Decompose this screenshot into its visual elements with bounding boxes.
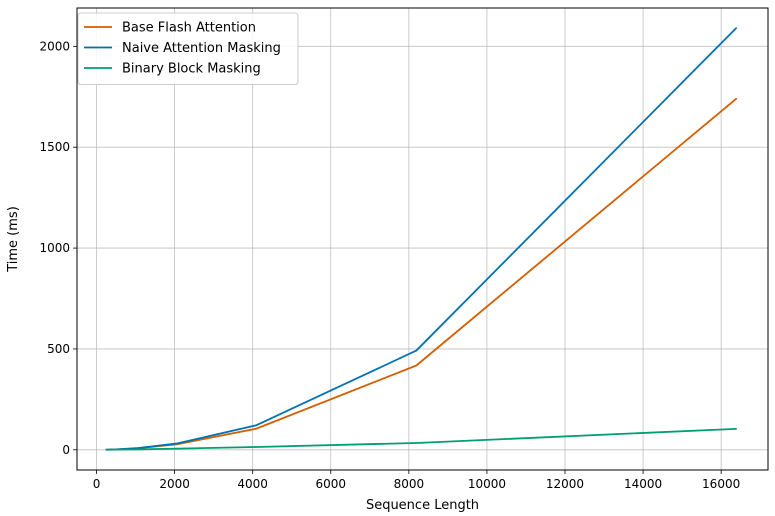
x-tick-label: 0 [93, 477, 101, 491]
y-tick-label: 0 [62, 443, 70, 457]
legend-label: Base Flash Attention [122, 21, 256, 36]
y-tick-label: 1500 [39, 140, 70, 154]
x-tick-label: 8000 [394, 477, 425, 491]
x-tick-label: 16000 [702, 477, 740, 491]
series-line-1 [105, 97, 738, 451]
axis-ticks: 0 2000 4000 6000 8000 10000 12000 14000 16000 0 50… [39, 39, 740, 491]
legend-label: Binary Block Masking [122, 62, 261, 77]
x-tick-label: 6000 [315, 477, 346, 491]
series-lines [105, 27, 738, 451]
y-axis-label: Time (ms) [6, 206, 21, 273]
legend: Base Flash Attention Naive Attention Mask… [77, 12, 299, 85]
x-tick-label: 10000 [468, 477, 506, 491]
y-tick-label: 500 [47, 342, 70, 356]
legend-box [77, 12, 299, 85]
x-tick-label: 4000 [237, 477, 268, 491]
grid [77, 8, 768, 470]
y-tick-label: 1000 [39, 241, 70, 255]
x-tick-label: 14000 [624, 477, 662, 491]
y-tick-label: 2000 [39, 39, 70, 53]
series-line-3 [105, 427, 738, 451]
x-axis-label: Sequence Length [366, 498, 479, 513]
x-tick-label: 12000 [546, 477, 584, 491]
x-tick-label: 2000 [159, 477, 190, 491]
legend-label: Naive Attention Masking [122, 41, 281, 56]
plot-frame [76, 7, 769, 471]
series-line-2 [105, 27, 738, 451]
